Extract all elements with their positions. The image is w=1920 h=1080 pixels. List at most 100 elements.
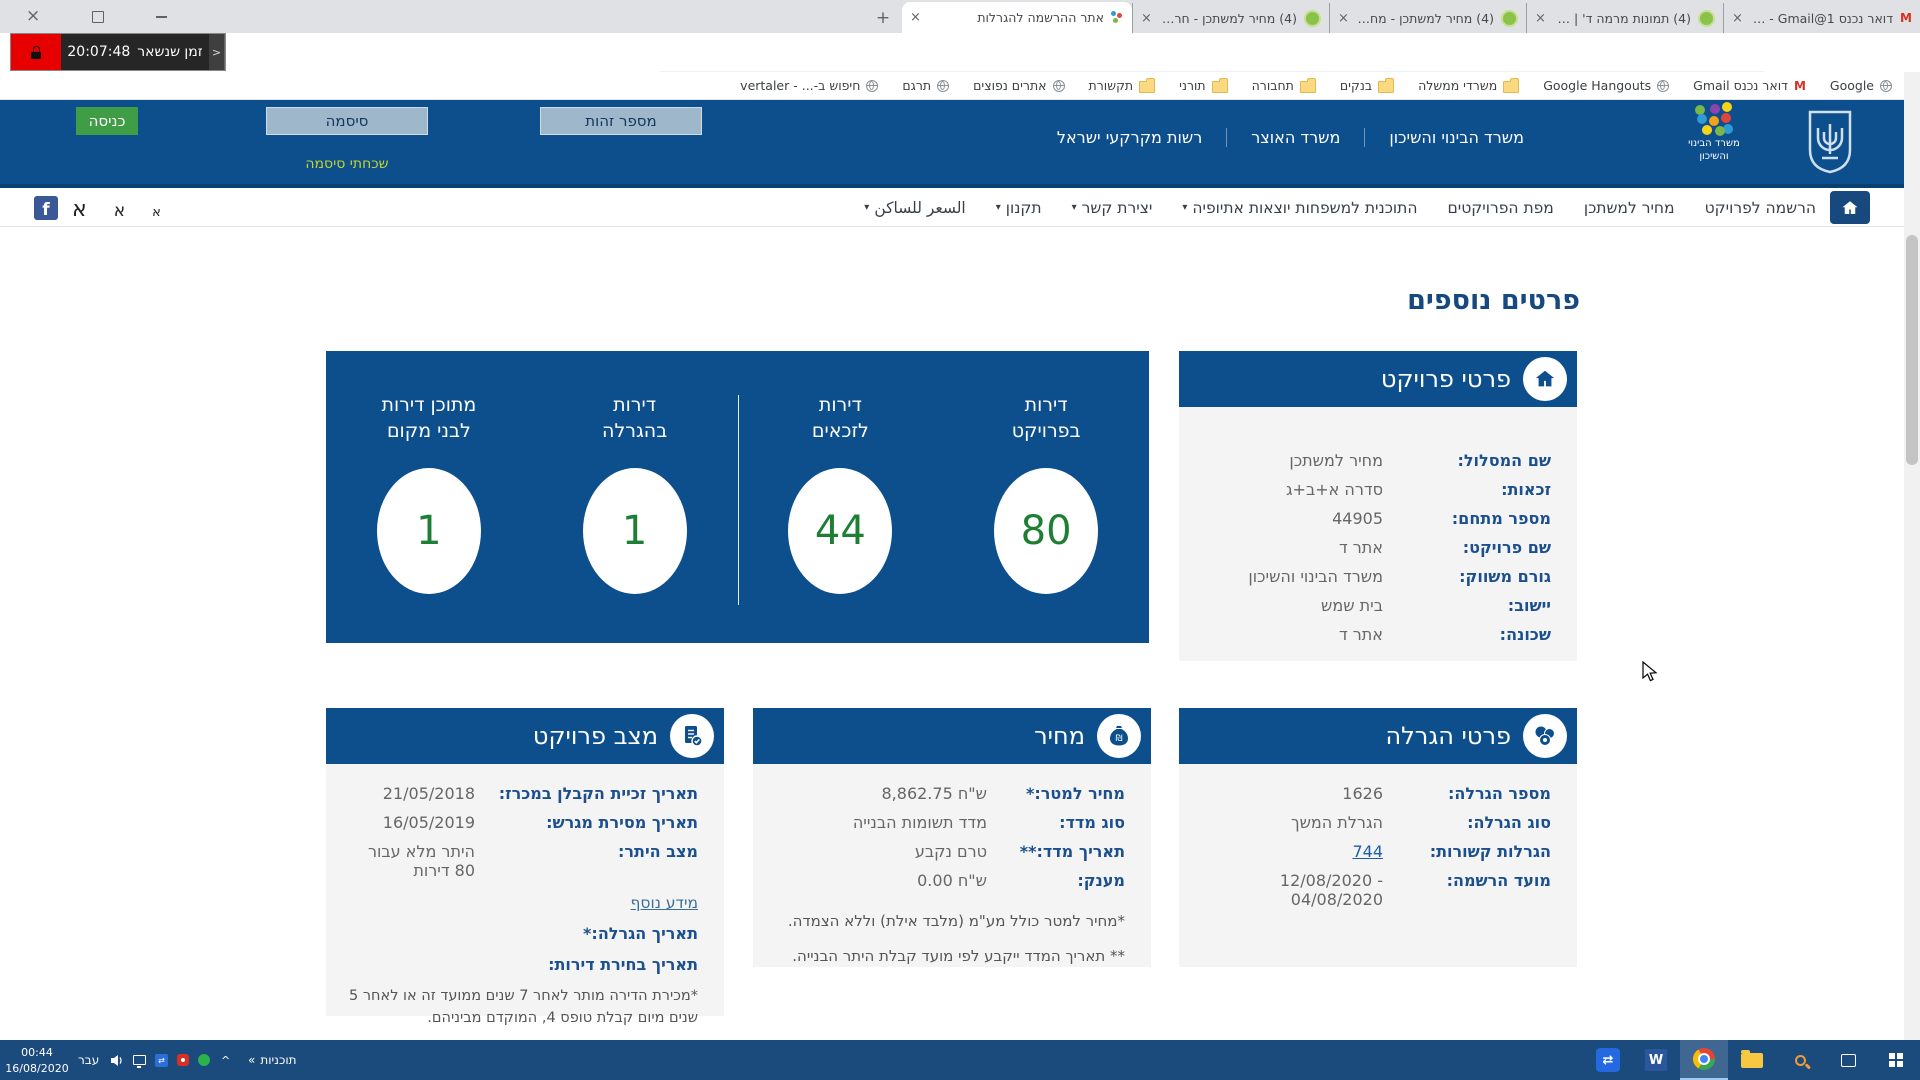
window-minimize-button[interactable] xyxy=(156,15,168,18)
bookmark-translate[interactable]: תרגם xyxy=(902,78,950,93)
speaker-icon[interactable] xyxy=(110,1054,124,1067)
new-tab-button[interactable]: + xyxy=(875,8,891,28)
tab-gmail[interactable]: M דואר נכנס 1@gmail.com - Gmail × xyxy=(1723,3,1920,33)
login-button[interactable]: כניסה xyxy=(76,107,138,135)
taskbar-toolbar[interactable]: « תוכניות xyxy=(248,1040,297,1080)
stat-apartments-for-locals: מתוכן דירות לבני מקום 1 xyxy=(326,393,532,643)
folder-icon xyxy=(1139,78,1156,93)
tab-label: (4) תמונות מרמה ד' | Page 13 | פ xyxy=(1553,10,1691,26)
bookmark-folder-banks[interactable]: בנקים xyxy=(1340,78,1395,93)
site-favicon-icon xyxy=(1111,11,1124,24)
start-button[interactable] xyxy=(1872,1040,1920,1080)
globe-icon xyxy=(866,79,879,92)
field-label: מספר מתחם: xyxy=(1451,509,1551,528)
recording-tray-icon[interactable] xyxy=(177,1054,189,1066)
ministry-logo-text: משרד הבינוי והשיכון xyxy=(1688,138,1740,162)
teamviewer-button[interactable]: ⇄ xyxy=(1584,1040,1632,1080)
word-icon: W xyxy=(1645,1049,1667,1071)
bookmark-folder-government[interactable]: משרדי ממשלה xyxy=(1418,78,1520,93)
taskbar-language[interactable]: עבר xyxy=(78,1053,100,1067)
id-number-input[interactable] xyxy=(540,107,702,135)
scrollbar-thumb[interactable] xyxy=(1906,235,1918,465)
display-tray-icon[interactable] xyxy=(133,1055,146,1068)
task-view-button[interactable] xyxy=(1824,1040,1872,1080)
file-explorer-icon xyxy=(1741,1049,1763,1068)
panel-body: מחיר למטר:* 8,862.75 ש"ח סוג מדד: מדד תשומ… xyxy=(753,764,1151,967)
bookmark-folder-telecom[interactable]: תקשורת xyxy=(1089,78,1156,93)
timer-expand-button[interactable]: > xyxy=(209,34,225,70)
nav-item-arabic-price[interactable]: السعر للساكن ▾ xyxy=(864,198,966,217)
tab-mechir-lamishtaken-2[interactable]: (4) מחיר למשתכן - מחיר למשתכ × xyxy=(1329,3,1526,33)
field-label: תאריך מסירת מגרש: xyxy=(546,813,698,832)
tab-close-icon[interactable]: × xyxy=(1338,10,1349,26)
chrome-button[interactable] xyxy=(1680,1040,1728,1080)
nav-items: הרשמה לפרויקט מחיר למשתכן מפת הפרויקטים … xyxy=(864,188,1816,227)
field-value: היתר מלא עבור 80 דירות xyxy=(367,842,475,880)
tab-lottery-site-active[interactable]: אתר ההרשמה להגרלות × xyxy=(902,2,1132,33)
page-title: פרטים נוספים xyxy=(1407,285,1580,316)
nav-item-project-registration[interactable]: הרשמה לפרויקט xyxy=(1704,198,1816,217)
nav-home-button[interactable] xyxy=(1830,191,1870,224)
teamviewer-tray-icon[interactable]: ⇄ xyxy=(155,1053,168,1067)
page-scrollbar[interactable] xyxy=(1904,72,1920,1040)
nav-item-contact[interactable]: יצירת קשר ▾ xyxy=(1071,198,1153,217)
bookmark-popular-sites[interactable]: אתרים נפוצים xyxy=(973,78,1065,93)
status-footnote: *מכירת הדירה מותר לאחר 7 שנים ממועד זה א… xyxy=(349,988,698,1026)
toolbar-chevron-icon[interactable]: « xyxy=(248,1053,256,1067)
panel-body: מספר הגרלה: 1626 סוג הגרלה: הגרלת המשך הגר… xyxy=(1179,764,1577,909)
panel-lottery-details: פרטי הגרלה מספר הגרלה: 1626 סוג הגרלה: הגר… xyxy=(1179,708,1577,967)
tab-close-icon[interactable]: × xyxy=(1535,10,1546,26)
site-nav: הרשמה לפרויקט מחיר למשתכן מפת הפרויקטים … xyxy=(0,188,1920,227)
search-button[interactable] xyxy=(1776,1040,1824,1080)
file-explorer-button[interactable] xyxy=(1728,1040,1776,1080)
word-button[interactable]: W xyxy=(1632,1040,1680,1080)
tab-pictures[interactable]: (4) תמונות מרמה ד' | Page 13 | פ × xyxy=(1526,3,1723,33)
window-restore-button[interactable] xyxy=(92,10,105,23)
nav-item-ethiopia-program[interactable]: התוכנית למשפחות יוצאות אתיופיה ▾ xyxy=(1182,198,1418,217)
bookmark-gmail[interactable]: M דואר נכנס Gmail xyxy=(1693,78,1806,93)
lock-red-box xyxy=(11,34,61,70)
tray-expand-chevron-icon[interactable]: ^ xyxy=(221,1053,231,1067)
bookmark-vertaler[interactable]: חיפוש ב-... - vertaler xyxy=(740,78,879,93)
status-green-tray-icon[interactable] xyxy=(198,1054,210,1066)
taskbar-apps: W ⇄ xyxy=(1584,1040,1920,1080)
taskbar-clock[interactable]: 00:44 16/08/2020 xyxy=(0,1040,74,1080)
nav-item-mechir-lamishtaken[interactable]: מחיר למשתכן xyxy=(1583,198,1675,217)
globe-icon xyxy=(937,79,950,92)
font-size-medium-button[interactable]: א xyxy=(113,201,126,221)
bookmark-label: חיפוש ב-... - vertaler xyxy=(740,78,861,93)
field-label: מצב היתר: xyxy=(617,842,698,861)
tab-strip: M דואר נכנס 1@gmail.com - Gmail × (4) תמ… xyxy=(870,0,1920,33)
panel-header: ₪ מחיר xyxy=(753,708,1151,764)
tab-label: אתר ההרשמה להגרלות xyxy=(977,10,1104,25)
green-favicon-icon xyxy=(1698,9,1715,27)
link-ministry-housing[interactable]: משרד הבינוי והשיכון xyxy=(1389,128,1524,147)
bookmark-google[interactable]: Google xyxy=(1830,78,1892,93)
related-lottery-link[interactable]: 744 xyxy=(1352,842,1383,861)
more-info-link[interactable]: מידע נוסף xyxy=(630,894,699,912)
font-size-small-button[interactable]: א xyxy=(152,205,161,220)
panel-title: פרטי הגרלה xyxy=(1385,722,1511,750)
bookmark-folder-transport[interactable]: תחבורה xyxy=(1252,78,1316,93)
tab-close-icon[interactable]: × xyxy=(910,10,921,25)
panel-title: מצב פרויקט xyxy=(532,722,658,750)
facebook-icon[interactable]: f xyxy=(34,196,58,220)
bookmark-folder-torani[interactable]: תורני xyxy=(1179,78,1228,93)
nav-item-projects-map[interactable]: מפת הפרויקטים xyxy=(1447,198,1554,217)
link-israel-land-authority[interactable]: רשות מקרקעי ישראל xyxy=(1033,128,1228,147)
panel-title: פרטי פרויקט xyxy=(1380,365,1511,393)
link-ministry-finance[interactable]: משרד האוצר xyxy=(1227,128,1366,147)
panel-header: פרטי הגרלה xyxy=(1179,708,1577,764)
nav-item-terms[interactable]: תקנון ▾ xyxy=(995,198,1042,217)
forgot-password-link[interactable]: שכחתי סיסמה xyxy=(305,156,389,172)
tab-close-icon[interactable]: × xyxy=(1732,10,1743,26)
folder-icon xyxy=(1503,78,1520,93)
window-close-button[interactable]: × xyxy=(26,6,41,26)
font-size-large-button[interactable]: א xyxy=(72,197,87,222)
bookmark-hangouts[interactable]: Google Hangouts xyxy=(1543,78,1670,93)
search-icon xyxy=(1794,1054,1806,1066)
password-input[interactable] xyxy=(266,107,428,135)
tab-close-icon[interactable]: × xyxy=(1141,10,1152,26)
time-remaining-widget: זמן שנשאר 20:07:48 > xyxy=(10,33,226,71)
tab-mechir-lamishtaken-1[interactable]: (4) מחיר למשתכן - חרדים לנווה ש × xyxy=(1132,3,1329,33)
